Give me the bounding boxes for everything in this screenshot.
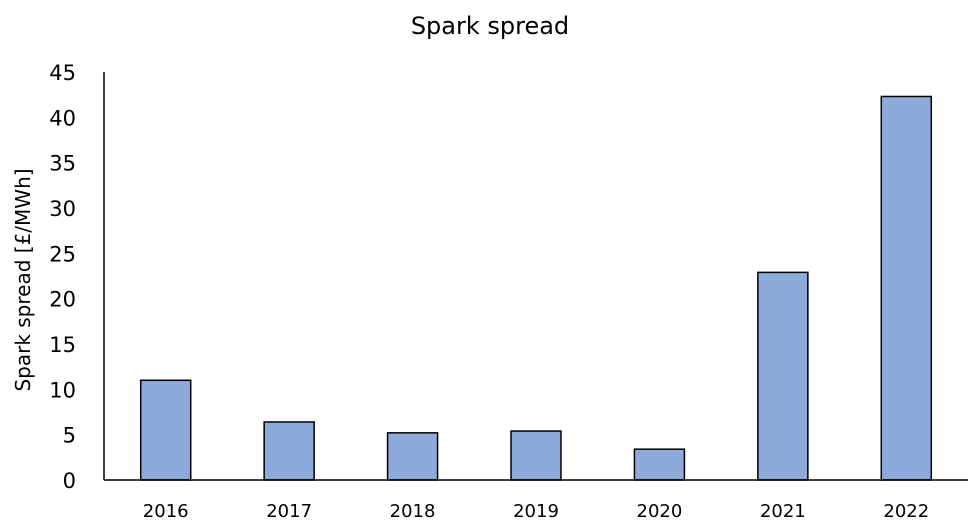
x-tick-label: 2017 (266, 501, 312, 522)
x-tick-label: 2020 (637, 501, 683, 522)
y-tick-label: 25 (49, 242, 76, 266)
bar-2018 (386, 432, 439, 481)
y-tick-label: 15 (49, 333, 76, 357)
bar-2017 (263, 421, 315, 481)
bar-2019 (510, 430, 562, 481)
bar-2020 (633, 448, 686, 481)
x-tick-label: 2021 (760, 501, 806, 522)
x-tick-label: 2018 (390, 501, 436, 522)
x-tick-label: 2016 (143, 501, 189, 522)
y-tick-label: 30 (49, 197, 76, 221)
y-tick-label: 5 (63, 424, 76, 448)
x-tick-label: 2022 (883, 501, 929, 522)
bar-2022 (880, 95, 933, 481)
y-tick-label: 0 (63, 469, 76, 493)
y-tick-label: 45 (49, 61, 76, 85)
y-tick-label: 35 (49, 152, 76, 176)
y-tick-label: 10 (49, 378, 76, 402)
y-tick-label: 20 (49, 288, 76, 312)
bar-2021 (757, 271, 809, 481)
y-axis-label: Spark spread [£/MWh] (11, 168, 35, 391)
bars-layer (139, 95, 933, 481)
ticks-layer: 2016 2017 2018 2019 2020 2021 2022 0 5 10 15 20 25 30… (49, 61, 929, 522)
axes-layer (103, 72, 968, 481)
y-tick-label: 40 (49, 106, 76, 130)
bar-2016 (139, 379, 192, 481)
x-tick-label: 2019 (513, 501, 559, 522)
chart-title: Spark spread (411, 12, 569, 40)
